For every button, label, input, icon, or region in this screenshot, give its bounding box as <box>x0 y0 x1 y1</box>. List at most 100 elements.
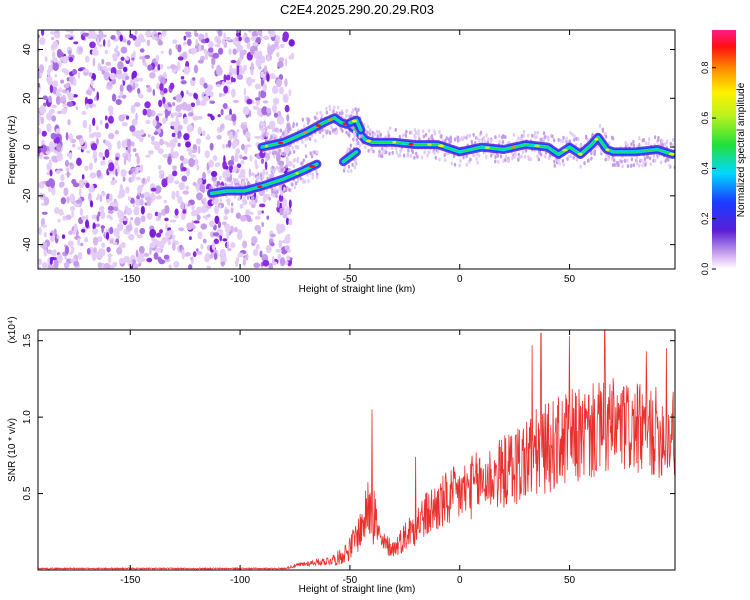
signal-halo-point <box>230 181 234 186</box>
noise-point <box>162 153 169 159</box>
signal-halo-point <box>284 127 288 132</box>
signal-halo-point <box>569 154 573 159</box>
signal-halo-point <box>414 131 418 136</box>
noise-point <box>175 190 180 198</box>
signal-halo-point <box>278 187 281 192</box>
noise-point <box>38 266 42 269</box>
noise-point <box>143 252 150 257</box>
noise-point <box>90 78 94 87</box>
signal-halo-point <box>311 172 315 177</box>
signal-halo-point <box>414 136 417 141</box>
noise-point <box>84 165 89 171</box>
noise-point <box>288 39 295 47</box>
noise-point <box>146 257 153 263</box>
noise-point <box>264 126 268 132</box>
noise-point <box>254 224 261 232</box>
signal-halo-point <box>571 132 574 137</box>
noise-point <box>276 227 282 235</box>
signal-halo-point <box>328 130 332 135</box>
signal-halo-point <box>561 139 565 144</box>
signal-halo-point <box>233 194 237 199</box>
noise-point <box>109 193 113 202</box>
signal-halo-point <box>281 152 284 157</box>
signal-halo-point <box>279 151 283 156</box>
signal-halo-point <box>391 150 394 155</box>
noise-point <box>104 49 109 55</box>
signal-halo-point <box>287 129 290 134</box>
noise-point <box>135 249 139 258</box>
signal-halo-point <box>653 158 657 163</box>
noise-point <box>84 55 90 63</box>
signal-halo-point <box>520 134 524 139</box>
noise-point <box>82 119 88 129</box>
noise-point <box>139 48 145 53</box>
noise-point <box>248 30 253 33</box>
signal-halo-point <box>277 128 280 133</box>
noise-point <box>162 96 166 104</box>
noise-point <box>70 246 75 254</box>
noise-point <box>60 96 63 104</box>
signal-halo-point <box>347 164 351 169</box>
signal-halo-point <box>623 158 626 163</box>
noise-point <box>263 65 268 73</box>
noise-point <box>159 138 164 146</box>
signal-halo-point <box>504 157 507 162</box>
noise-point <box>242 106 250 116</box>
noise-point <box>206 134 210 140</box>
noise-point <box>200 223 208 230</box>
noise-point <box>68 133 73 142</box>
snr-x-ticks: -150 -100 -50 0 50 <box>120 330 576 586</box>
noise-point <box>271 104 278 113</box>
noise-point <box>268 173 275 179</box>
noise-point <box>203 215 206 219</box>
noise-point <box>230 207 234 214</box>
noise-point <box>136 234 143 239</box>
signal-halo-point <box>447 137 451 142</box>
noise-point <box>195 38 199 46</box>
signal-hotspot <box>392 140 397 144</box>
noise-point <box>276 52 280 58</box>
signal-halo-point <box>646 154 650 159</box>
noise-point <box>162 117 167 125</box>
noise-point <box>81 174 85 180</box>
noise-point <box>206 265 212 269</box>
signal-halo-point <box>506 159 510 164</box>
noise-point <box>128 234 135 241</box>
noise-point <box>220 124 225 129</box>
signal-halo-point <box>478 153 481 158</box>
signal-halo-point <box>309 151 312 156</box>
noise-point <box>133 77 140 83</box>
noise-point <box>86 247 91 255</box>
noise-point <box>77 72 81 79</box>
signal-hotspot <box>534 144 540 148</box>
spectrogram-x-tick-label: 50 <box>564 274 576 285</box>
signal-halo-point <box>261 172 265 177</box>
noise-point <box>126 84 133 92</box>
spectrogram-x-tick-label: -100 <box>230 274 250 285</box>
noise-point <box>140 205 145 215</box>
noise-point <box>259 127 266 132</box>
noise-point <box>285 217 290 226</box>
noise-point <box>69 193 76 203</box>
noise-point <box>227 160 235 166</box>
signal-halo-point <box>381 146 384 151</box>
noise-point <box>211 175 217 182</box>
noise-point <box>254 159 258 166</box>
noise-point <box>104 115 108 121</box>
noise-point <box>105 61 112 66</box>
noise-point <box>103 71 111 81</box>
signal-halo-point <box>292 164 296 169</box>
noise-point <box>69 162 73 166</box>
noise-point <box>206 214 211 218</box>
noise-point <box>200 243 204 250</box>
noise-point <box>284 104 290 113</box>
signal-halo-point <box>433 151 436 156</box>
noise-point <box>220 261 226 266</box>
noise-point <box>215 162 221 167</box>
noise-point <box>78 179 85 189</box>
signal-halo-point <box>296 156 300 161</box>
signal-halo-point <box>567 154 570 159</box>
signal-halo-point <box>423 150 426 155</box>
signal-halo-point <box>494 135 497 140</box>
noise-point <box>224 209 230 214</box>
